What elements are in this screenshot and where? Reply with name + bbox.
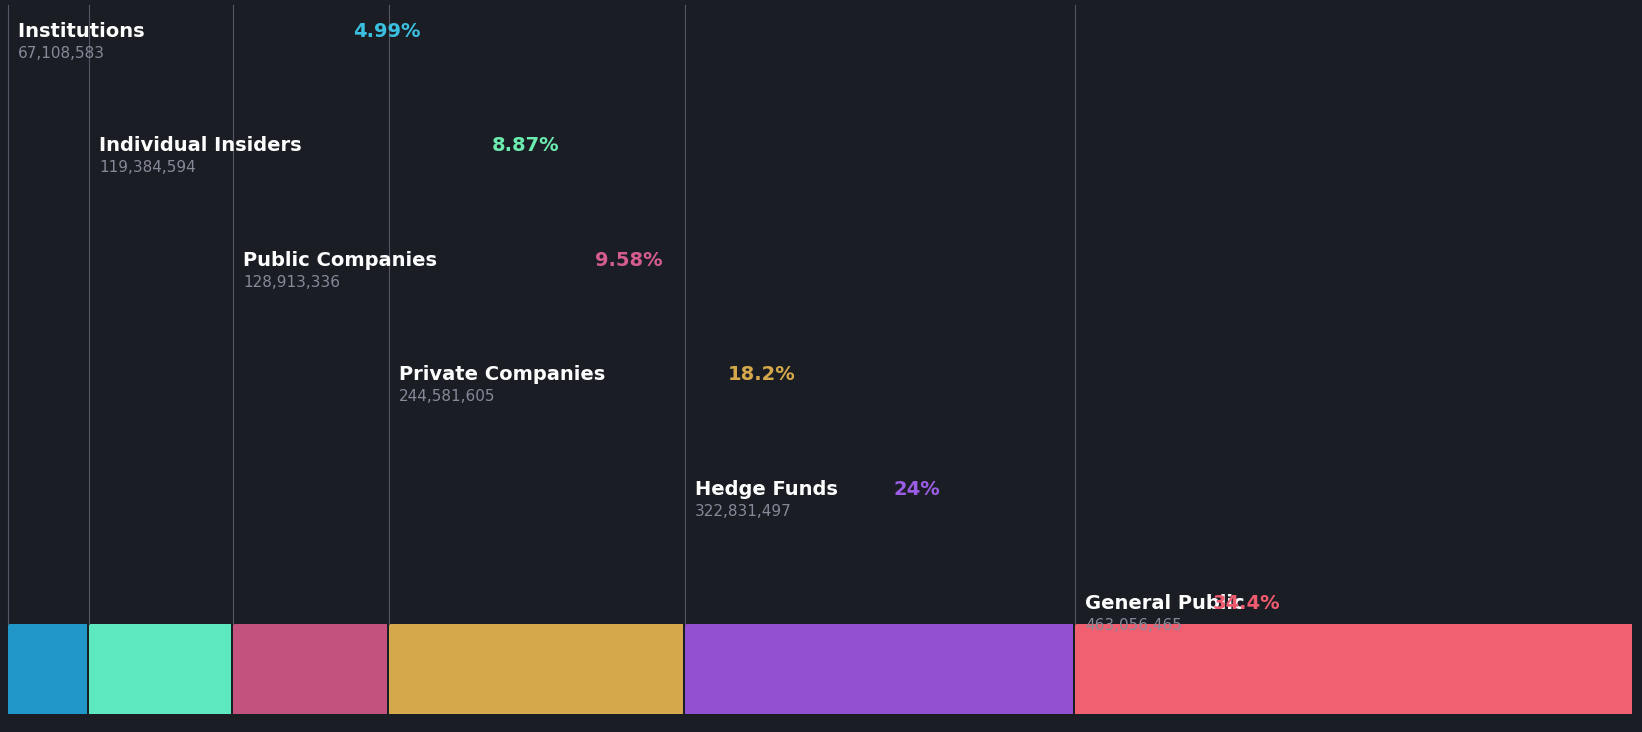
Text: 4.99%: 4.99%: [353, 22, 420, 41]
Bar: [8, 624, 87, 714]
Text: Individual Insiders: Individual Insiders: [99, 136, 309, 155]
Text: Public Companies: Public Companies: [243, 251, 443, 270]
Text: 18.2%: 18.2%: [727, 365, 795, 384]
Text: 119,384,594: 119,384,594: [99, 160, 195, 176]
Text: 9.58%: 9.58%: [594, 251, 662, 270]
Text: Institutions: Institutions: [18, 22, 151, 41]
Text: Private Companies: Private Companies: [399, 365, 612, 384]
Text: 244,581,605: 244,581,605: [399, 389, 496, 404]
Text: 67,108,583: 67,108,583: [18, 46, 105, 61]
Text: 24%: 24%: [893, 479, 941, 498]
Text: 8.87%: 8.87%: [491, 136, 558, 155]
Bar: [1076, 624, 1632, 714]
Text: 128,913,336: 128,913,336: [243, 274, 340, 290]
Text: 322,831,497: 322,831,497: [695, 504, 791, 518]
Bar: [233, 624, 388, 714]
Text: Hedge Funds: Hedge Funds: [695, 479, 844, 498]
Text: General Public: General Public: [1085, 594, 1251, 613]
Text: 34.4%: 34.4%: [1212, 594, 1281, 613]
Text: 463,056,465: 463,056,465: [1085, 618, 1182, 633]
Bar: [89, 624, 232, 714]
Bar: [685, 624, 1072, 714]
Bar: [389, 624, 683, 714]
